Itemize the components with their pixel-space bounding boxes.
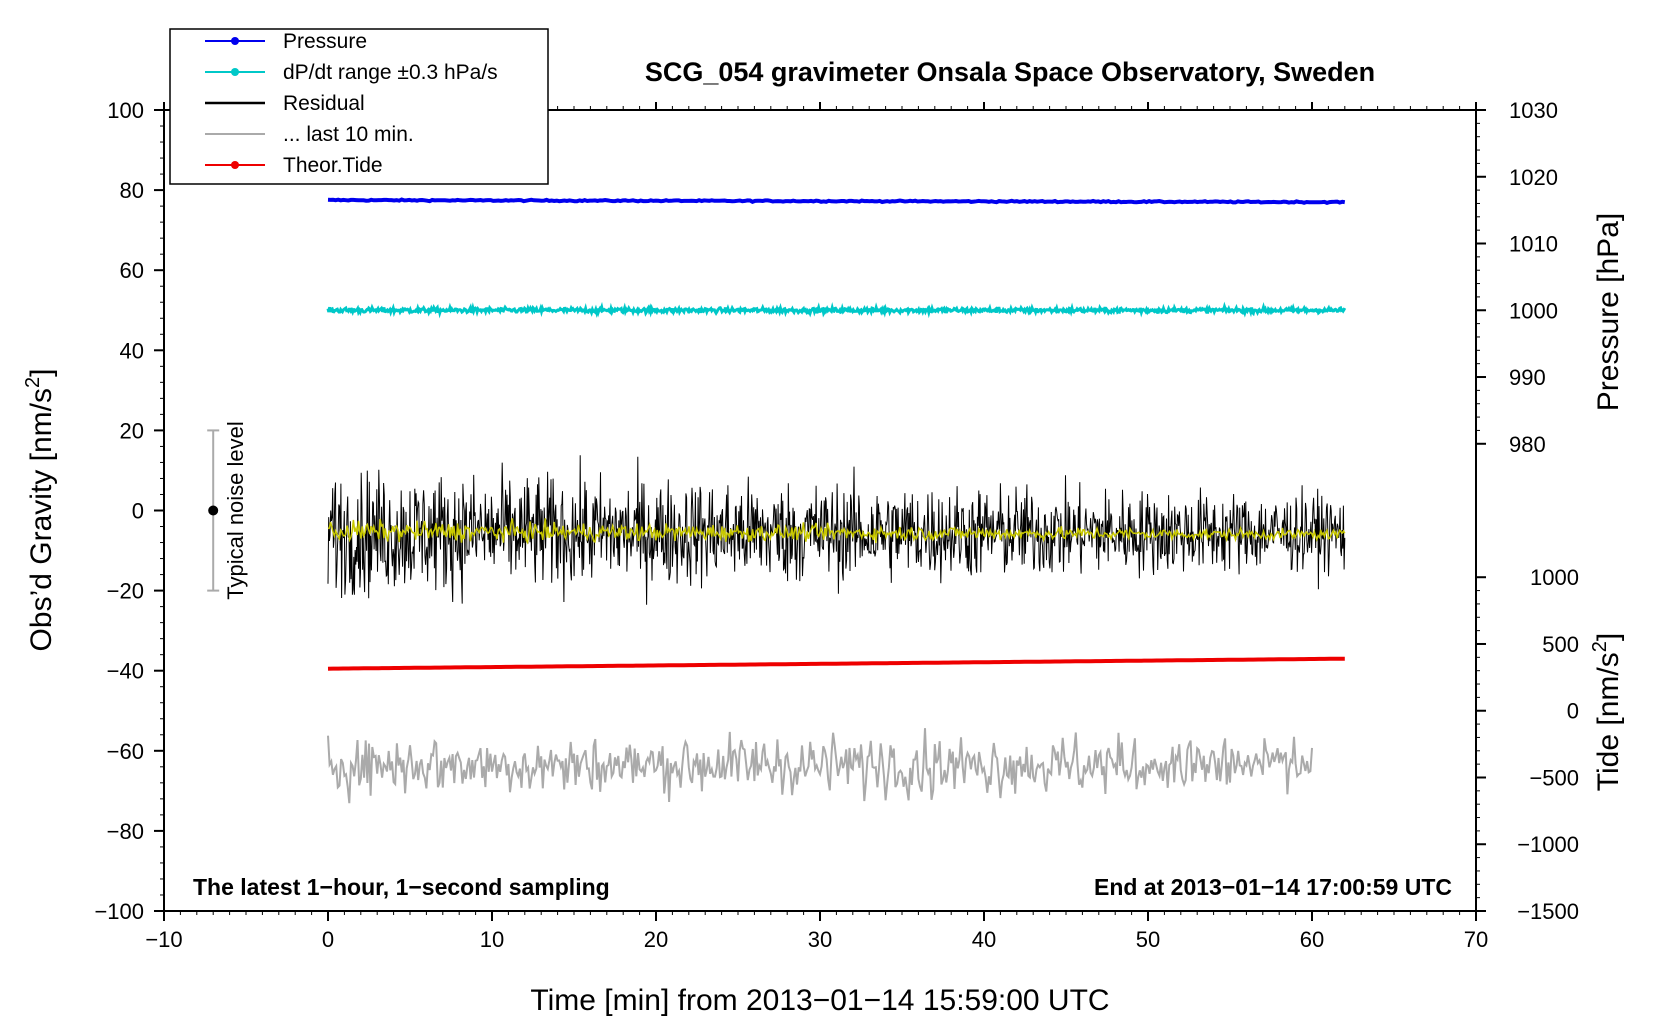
legend-swatch-marker [231, 37, 239, 45]
tide-tick-label: −1500 [1517, 899, 1579, 924]
x-tick-label: 70 [1464, 927, 1488, 952]
pressure-axis-title: Pressure [hPa] [1592, 213, 1625, 411]
series-tide-line [327, 656, 1345, 671]
legend-swatch-marker [231, 161, 239, 169]
noise-level-indicator: Typical noise level [207, 421, 248, 600]
x-tick-label: 40 [972, 927, 996, 952]
y-tick-label: −40 [107, 659, 144, 684]
x-tick-label: −10 [145, 927, 182, 952]
x-tick-label: 50 [1136, 927, 1160, 952]
y-axis-title: Obs’d Gravity [nm/s2] [22, 369, 58, 652]
legend-label: Residual [283, 92, 365, 115]
x-tick-label: 60 [1300, 927, 1324, 952]
tide-tick-label: 0 [1567, 699, 1579, 724]
pressure-tick-label: 1010 [1509, 232, 1558, 257]
chart-title: SCG_054 gravimeter Onsala Space Observat… [645, 57, 1375, 87]
legend-label: dP/dt range ±0.3 hPa/s [283, 61, 498, 84]
y-tick-label: −60 [107, 739, 144, 764]
y-tick-label: 0 [132, 499, 144, 524]
series-dpdt-line [326, 301, 1347, 319]
y-tick-label: 20 [120, 418, 144, 443]
y-tick-label: −20 [107, 579, 144, 604]
legend-box [169, 28, 549, 185]
y-tick-label: 80 [120, 178, 144, 203]
tide-tick-label: 1000 [1530, 565, 1579, 590]
legend-swatch-marker [231, 68, 239, 76]
x-axis-title: Time [min] from 2013−01−14 15:59:00 UTC [530, 984, 1109, 1017]
pressure-tick-label: 1030 [1509, 98, 1558, 123]
x-tick-label: 10 [480, 927, 504, 952]
tide-tick-label: −1000 [1517, 832, 1579, 857]
series-residual-line [327, 455, 1346, 605]
grid-and-ticks: −10 0 10 20 30 40 50 60 70100806040200−20−40−60−… [94, 98, 1579, 952]
x-tick-label: 30 [808, 927, 832, 952]
pressure-tick-label: 1020 [1509, 165, 1558, 190]
y-tick-label: 100 [107, 98, 144, 123]
series-last-10-min-line [327, 728, 1313, 804]
y-tick-label: 40 [120, 338, 144, 363]
x-tick-label: 20 [644, 927, 668, 952]
legend-label: Pressure [283, 30, 367, 53]
x-tick-label: 0 [322, 927, 334, 952]
noise-level-label: Typical noise level [223, 421, 248, 600]
pressure-tick-label: 980 [1509, 432, 1546, 457]
y-tick-label: −80 [107, 819, 144, 844]
y-tick-label: 60 [120, 258, 144, 283]
series-pressure-line [327, 197, 1346, 206]
noise-bar-center-dot [208, 505, 219, 516]
annotation-sampling: The latest 1−hour, 1−second sampling [193, 874, 610, 900]
pressure-tick-label: 990 [1509, 365, 1546, 390]
tide-axis-title: Tide [nm/s2] [1589, 633, 1625, 791]
y-tick-label: −100 [94, 899, 144, 924]
data-series [326, 197, 1347, 804]
legend-label: Theor.Tide [283, 154, 383, 177]
series-residual-smoothed-line [327, 518, 1346, 545]
legend: Pressure dP/dt range ±0.3 hPa/s Residual..… [169, 28, 549, 185]
legend-label: ... last 10 min. [283, 123, 414, 146]
tide-tick-label: −500 [1529, 765, 1579, 790]
tide-tick-label: 500 [1542, 632, 1579, 657]
annotation-end-time: End at 2013−01−14 17:00:59 UTC [1094, 874, 1452, 900]
pressure-tick-label: 1000 [1509, 298, 1558, 323]
